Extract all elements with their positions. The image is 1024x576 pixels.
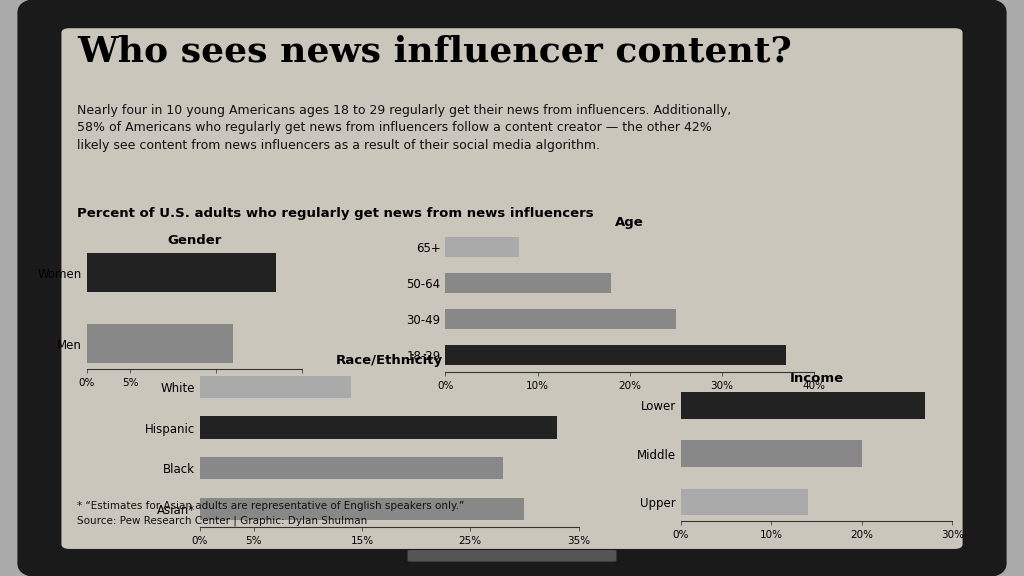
Bar [200,376,351,398]
Bar [445,309,676,329]
FancyBboxPatch shape [408,550,616,562]
Bar [681,392,926,419]
Title: Gender: Gender [167,233,222,247]
Text: Nearly four in 10 young Americans ages 18 to 29 regularly get their news from in: Nearly four in 10 young Americans ages 1… [77,104,731,151]
Bar [200,457,503,479]
Title: Age: Age [615,216,644,229]
Bar [87,253,276,292]
Bar [681,488,808,515]
Text: Percent of U.S. adults who regularly get news from news influencers: Percent of U.S. adults who regularly get… [77,207,594,221]
Bar [445,273,611,293]
Bar [445,237,519,257]
Bar [681,440,862,467]
Bar [445,345,786,365]
Bar [200,416,557,439]
FancyBboxPatch shape [61,28,963,549]
Title: Income: Income [790,372,844,385]
Text: Who sees news influencer content?: Who sees news influencer content? [77,35,792,69]
Title: Race/Ethnicity: Race/Ethnicity [336,354,442,367]
Bar [87,324,233,363]
FancyBboxPatch shape [17,0,1007,576]
Bar [200,498,524,520]
Text: * “Estimates for Asian adults are representative of English speakers only.”
Sour: * “Estimates for Asian adults are repres… [77,501,464,526]
